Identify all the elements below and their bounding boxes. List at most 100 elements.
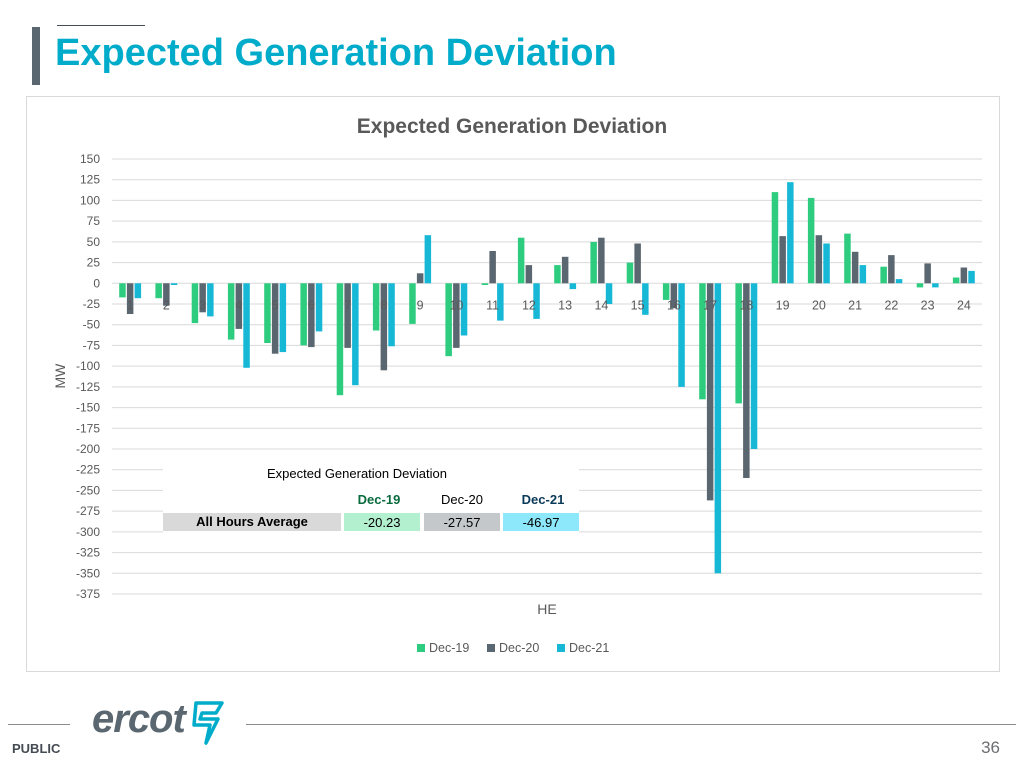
- x-tick-label: 23: [921, 298, 935, 312]
- bar-dec-20-he23: [924, 263, 931, 284]
- x-tick-label: 5: [272, 298, 279, 312]
- bar-dec-20-he16: [670, 283, 678, 309]
- x-tick-label: 1: [127, 298, 134, 312]
- bar-dec-20-he2: [163, 283, 170, 306]
- y-tick-label: -275: [76, 504, 100, 518]
- bar-dec-21-he8: [388, 283, 395, 347]
- bar-dec-19-he22: [880, 266, 887, 284]
- x-tick-label: 6: [308, 298, 315, 312]
- bar-dec-20-he7: [344, 283, 351, 348]
- bar-dec-20-he17: [706, 283, 714, 501]
- summary-cell-dec-19: [344, 513, 420, 531]
- bar-dec-20-he4: [235, 283, 243, 329]
- bar-dec-19-he16: [662, 283, 670, 300]
- deviation-bar-chart: Expected Generation Deviation15012510075…: [52, 115, 982, 655]
- bar-dec-20-he20: [815, 235, 823, 284]
- bar-dec-19-he23: [916, 283, 924, 288]
- legend-swatch-dec-20: [487, 644, 495, 652]
- bar-dec-20-he6: [308, 283, 315, 348]
- x-tick-label: 24: [957, 298, 971, 312]
- bar-dec-19-he5: [264, 283, 271, 343]
- bar-dec-21-he23: [932, 283, 939, 288]
- summary-value-dec-21: -46.97: [523, 515, 560, 530]
- bar-dec-19-he1: [119, 283, 126, 298]
- summary-cell-dec-21: [503, 513, 579, 531]
- bar-dec-19-he10: [445, 283, 452, 357]
- bar-dec-19-he17: [699, 283, 706, 400]
- y-tick-label: -375: [76, 587, 100, 601]
- bar-dec-21-he21: [859, 265, 867, 284]
- bar-dec-20-he1: [126, 283, 134, 314]
- footer-rule-left: [8, 724, 70, 725]
- bar-dec-19-he24: [952, 277, 960, 284]
- bar-dec-21-he16: [678, 283, 685, 387]
- bar-dec-21-he17: [714, 283, 722, 574]
- y-tick-label: -175: [76, 421, 100, 435]
- bar-dec-19-he8: [372, 283, 380, 331]
- footer-rule-right: [246, 724, 1016, 725]
- bar-dec-21-he2: [170, 283, 178, 285]
- bar-dec-20-he21: [851, 251, 859, 284]
- summary-header-dec-19: Dec-19: [358, 492, 401, 507]
- y-tick-label: 50: [87, 235, 101, 249]
- bar-dec-20-he18: [743, 283, 750, 478]
- bar-dec-19-he11: [481, 283, 489, 285]
- bar-dec-21-he14: [605, 283, 613, 304]
- bar-dec-21-he1: [134, 283, 142, 299]
- bar-dec-19-he21: [844, 233, 851, 284]
- x-tick-label: 22: [884, 298, 898, 312]
- bar-dec-20-he13: [561, 256, 569, 284]
- y-tick-label: 150: [80, 152, 100, 166]
- bar-dec-19-he19: [771, 192, 779, 284]
- x-tick-label: 9: [417, 298, 424, 312]
- bar-dec-21-he19: [787, 182, 794, 284]
- bar-dec-20-he10: [453, 283, 460, 348]
- bar-dec-20-he11: [489, 251, 496, 284]
- y-tick-label: -100: [76, 359, 100, 373]
- y-tick-label: 75: [87, 214, 101, 228]
- bar-dec-19-he3: [191, 283, 199, 324]
- bar-dec-21-he3: [207, 283, 214, 317]
- x-tick-label: 16: [667, 298, 681, 312]
- y-tick-label: -200: [76, 442, 100, 456]
- bar-dec-19-he9: [409, 283, 416, 324]
- bar-dec-21-he11: [497, 283, 504, 321]
- x-tick-label: 4: [235, 298, 242, 312]
- bar-dec-19-he7: [336, 283, 344, 396]
- bar-dec-21-he15: [642, 283, 649, 315]
- summary-table-title: Expected Generation Deviation: [267, 466, 447, 481]
- bar-dec-21-he9: [424, 235, 432, 284]
- x-tick-label: 15: [631, 298, 645, 312]
- x-tick-label: 17: [703, 298, 717, 312]
- x-tick-label: 11: [486, 298, 499, 312]
- bar-dec-19-he6: [300, 283, 307, 346]
- x-tick-label: 19: [776, 298, 790, 312]
- bar-dec-21-he10: [460, 283, 468, 336]
- bar-dec-21-he24: [968, 270, 975, 284]
- legend-swatch-dec-21: [557, 644, 565, 652]
- summary-row-label: All Hours Average: [196, 514, 308, 529]
- legend-swatch-dec-19: [417, 644, 425, 652]
- chart-frame: Expected Generation Deviation 150 125 100 75…: [26, 96, 1000, 672]
- y-tick-label: 100: [80, 193, 100, 207]
- bar-dec-19-he18: [735, 283, 742, 404]
- x-tick-label: 14: [594, 298, 608, 312]
- summary-cell-dec-20: [424, 513, 500, 531]
- x-tick-label: 18: [739, 298, 753, 312]
- ercot-texas-icon: [192, 701, 224, 745]
- x-tick-label: 7: [344, 298, 351, 312]
- footer-public-label: PUBLIC: [12, 741, 61, 756]
- bar-dec-19-he12: [517, 237, 525, 284]
- legend-label-dec-19: Dec-19: [429, 641, 469, 655]
- title-accent-bar: [32, 27, 40, 85]
- summary-row-label-cell: [163, 513, 341, 531]
- summary-header-dec-20: Dec-20: [441, 492, 483, 507]
- bar-dec-21-he4: [243, 283, 250, 368]
- y-tick-label: -75: [83, 338, 101, 352]
- y-tick-label: -350: [76, 566, 100, 580]
- bar-dec-19-he2: [155, 283, 162, 299]
- x-tick-label: 8: [380, 298, 387, 312]
- x-tick-label: 13: [558, 298, 572, 312]
- x-tick-label: 20: [812, 298, 826, 312]
- y-tick-label: -300: [76, 525, 100, 539]
